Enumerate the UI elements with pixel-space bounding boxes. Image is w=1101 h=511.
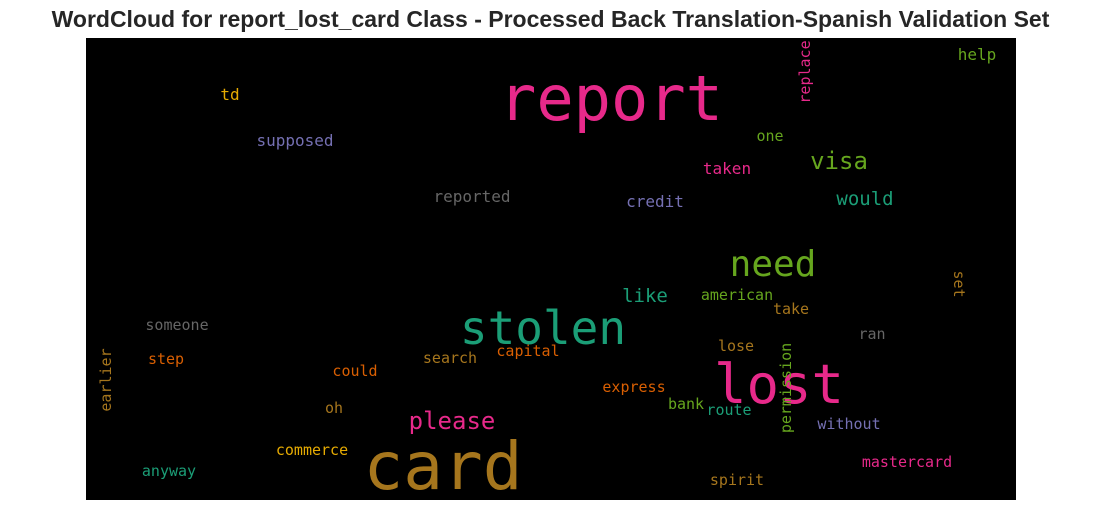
word-american: american [701,286,773,304]
word-lost: lost [714,353,844,416]
word-oh: oh [325,399,343,417]
word-step: step [148,350,184,368]
word-set: set [950,270,968,297]
word-help: help [958,45,997,64]
word-stolen: stolen [460,301,626,355]
word-commerce: commerce [276,441,348,459]
word-like: like [622,285,668,307]
chart-title: WordCloud for report_lost_card Class - P… [51,6,1050,32]
word-search: search [423,349,477,367]
word-express: express [602,378,665,396]
word-lose: lose [718,337,754,355]
word-td: td [220,85,239,104]
word-taken: taken [703,159,751,178]
word-please: please [409,407,496,435]
word-ran: ran [858,325,885,343]
word-could: could [332,362,377,380]
word-without: without [817,415,880,433]
word-credit: credit [626,192,684,211]
word-capital: capital [496,342,559,360]
word-need: need [730,244,817,285]
word-take: take [773,300,809,318]
word-anyway: anyway [142,462,196,480]
wordcloud-canvas: report card lost stolen need please visa would l… [86,38,1016,500]
word-report: report [499,62,723,135]
word-would: would [836,188,893,210]
word-reported: reported [433,187,510,206]
word-replace: replace [796,40,814,103]
word-one: one [756,127,783,145]
word-spirit: spirit [710,471,764,489]
word-bank: bank [668,395,704,413]
word-someone: someone [145,316,208,334]
word-mastercard: mastercard [862,453,952,471]
wordcloud-svg: report card lost stolen need please visa would l… [97,40,997,500]
word-visa: visa [810,147,868,175]
word-card: card [364,428,523,500]
word-route: route [706,401,751,419]
word-permission: permission [777,343,795,433]
word-supposed: supposed [256,131,333,150]
word-earlier: earlier [97,348,115,411]
